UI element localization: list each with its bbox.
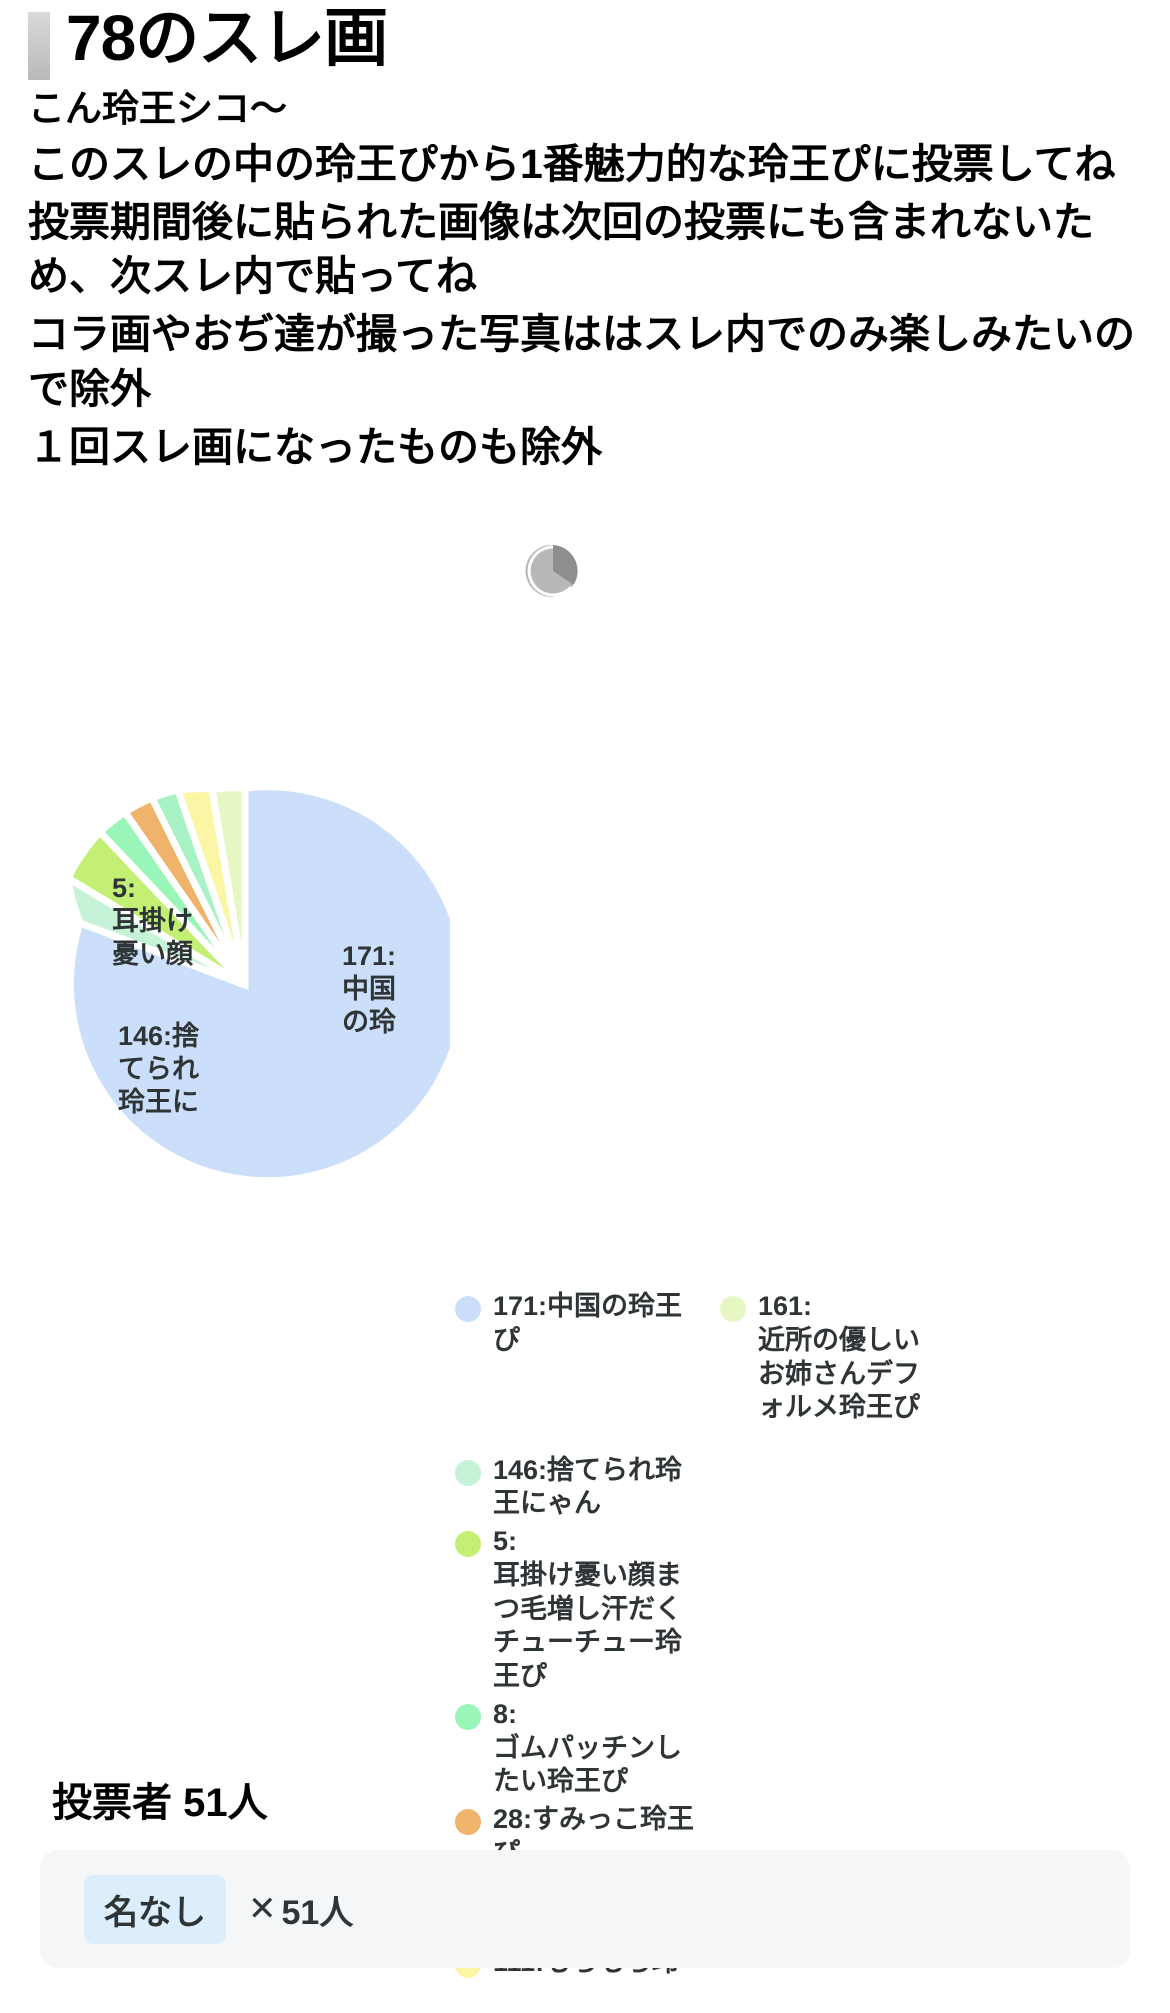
legend-color-swatch: [455, 1703, 481, 1730]
legend-item-label: 5: 耳掛け憂い顔まつ毛増し汗だくチューチュー玲王ぴ: [493, 1526, 682, 1691]
pie-chart[interactable]: 171: 中国 の玲 146:捨 てられ 玲王に 5: 耳掛け 憂い顔: [40, 780, 450, 1190]
legend-item[interactable]: 146:捨てられ玲王にゃん: [455, 1454, 700, 1522]
poll-chart: 171: 中国 の玲 146:捨 てられ 玲王に 5: 耳掛け 憂い顔 171:中国の玲王ぴ…: [0, 640, 1170, 1978]
legend-color-swatch: [720, 1296, 746, 1322]
voter-section: 投票者 51人 名なし ✕ 51人: [0, 1770, 1170, 1968]
description-line-0: このスレの中の玲王ぴから1番魅力的な玲王ぴに投票してね: [28, 141, 1116, 188]
legend-color-swatch: [455, 1459, 481, 1486]
page-header: 78のスレ画: [0, 0, 1170, 80]
voter-card: 名なし ✕ 51人: [40, 1850, 1130, 1968]
legend-item[interactable]: 5: 耳掛け憂い顔まつ毛増し汗だくチューチュー玲王ぴ: [455, 1525, 700, 1694]
view-toggle-group[interactable]: [0, 540, 1170, 602]
voter-name-chip[interactable]: 名なし: [84, 1874, 226, 1944]
description-line-3: １回スレ画になったものも除外: [28, 423, 602, 470]
title-accent-bar: [28, 12, 50, 80]
page-title: 78のスレ画: [66, 2, 388, 74]
list-view-icon[interactable]: [646, 540, 708, 602]
legend-item[interactable]: 8: ゴムパッチンしたい玲王ぴ: [455, 1698, 700, 1799]
legend-color-swatch: [455, 1296, 481, 1322]
legend-item-label: 146:捨てられ玲王にゃん: [493, 1454, 683, 1519]
legend-color-swatch: [455, 1531, 481, 1557]
multiply-icon: ✕: [248, 1890, 278, 1928]
legend-column-secondary: 161: 近所の優しいお姉さんデフォルメ玲王ぴ: [720, 1290, 920, 1429]
legend-item[interactable]: 171:中国の玲王ぴ: [455, 1290, 700, 1358]
legend-item[interactable]: 161: 近所の優しいお姉さんデフォルメ玲王ぴ: [720, 1290, 920, 1425]
legend-item-label: 171:中国の玲王ぴ: [493, 1291, 683, 1355]
description-line-1: 投票期間後に貼られた画像は次回の投票にも含まれないため、次スレ内で貼ってね: [28, 199, 1094, 300]
description-lead: こん玲王シコ〜: [28, 88, 287, 129]
legend-item-label: 8: ゴムパッチンしたい玲王ぴ: [493, 1698, 682, 1797]
pie-chart-icon[interactable]: [522, 540, 584, 602]
voter-count-value: 51人: [281, 1893, 354, 1932]
legend-color-swatch: [455, 1809, 481, 1835]
description-line-2: コラ画やおぢ達が撮った写真ははスレ内でのみ楽しみたいので除外: [28, 311, 1135, 412]
legend-item-label: 161: 近所の優しいお姉さんデフォルメ玲王ぴ: [758, 1291, 920, 1423]
poll-description: こん玲王シコ〜 このスレの中の玲王ぴから1番魅力的な玲王ぴに投票してね 投票期間…: [28, 86, 1140, 474]
voter-count-title: 投票者 51人: [52, 1781, 268, 1825]
